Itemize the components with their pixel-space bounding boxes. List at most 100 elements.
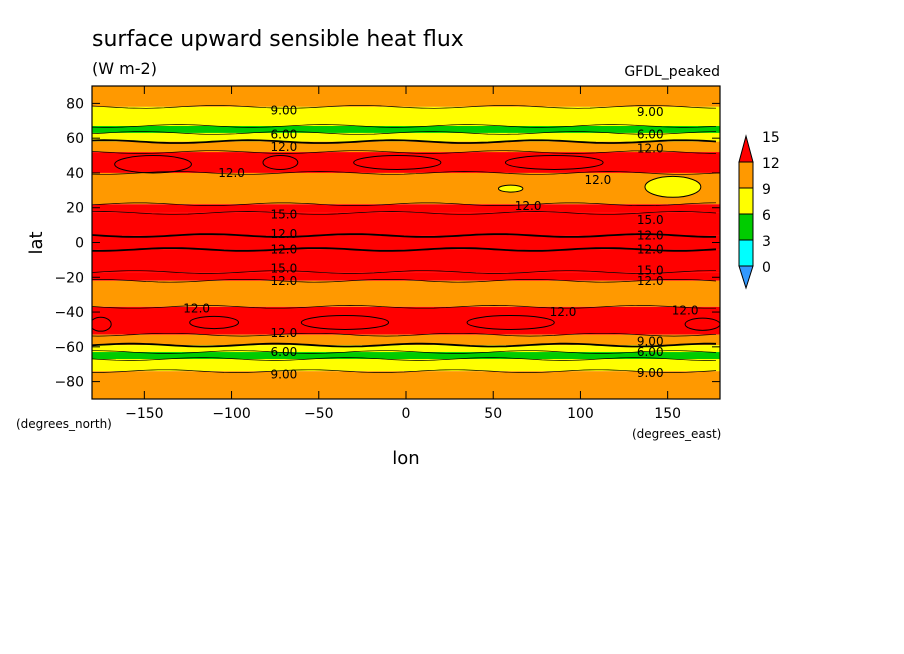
lat-band-17 [92, 359, 720, 372]
blob-3 [504, 155, 604, 170]
contour-line-15 [92, 342, 717, 348]
lat-band-6 [92, 172, 720, 205]
y-tick-label: 60 [66, 131, 84, 147]
y-units-label: (degrees_north) [16, 417, 112, 431]
contour-line-11 [92, 270, 716, 274]
blob-2 [353, 155, 442, 170]
lat-bands [92, 86, 720, 399]
contour-label-14: 12.0 [637, 242, 664, 256]
contour-label-13: 12.0 [271, 242, 298, 256]
colorbar-segment [738, 239, 754, 267]
colorbar-segment [738, 187, 754, 215]
contour-label-20: 12.0 [550, 305, 577, 319]
contour-label-6: 12.0 [218, 166, 245, 180]
colorbar-label: 15 [762, 130, 780, 146]
lat-band-16 [92, 352, 720, 360]
lat-band-0 [92, 86, 720, 107]
contour-label-19: 12.0 [183, 302, 210, 316]
colorbar-label: 9 [762, 182, 771, 198]
contour-label-10: 15.0 [637, 213, 664, 227]
colorbar-segment [738, 213, 754, 241]
contour-line-7 [92, 202, 717, 206]
x-tick-label: 50 [484, 406, 502, 422]
x-tick-label: 0 [402, 406, 411, 422]
y-tick-label: −80 [54, 375, 84, 391]
contour-label-11: 12.0 [271, 227, 298, 241]
lat-band-4 [92, 141, 720, 153]
lat-band-10 [92, 249, 720, 273]
contour-label-23: 9.00 [637, 335, 664, 349]
field-blobs [92, 155, 720, 332]
contour-label-9: 15.0 [271, 208, 298, 222]
contour-line-12 [92, 279, 717, 283]
lat-band-9 [92, 235, 720, 250]
blob-0 [114, 155, 192, 174]
contour-label-5: 12.0 [637, 142, 664, 156]
contour-line-1 [92, 105, 717, 109]
contour-label-3: 6.00 [637, 128, 664, 142]
blob-9 [466, 315, 555, 330]
contour-label-4: 12.0 [271, 140, 298, 154]
y-tick-label: 80 [66, 96, 84, 112]
y-tick-label: 40 [66, 166, 84, 182]
colorbar-label: 3 [762, 234, 771, 250]
lat-band-11 [92, 272, 720, 281]
x-tick-label: 150 [654, 406, 681, 422]
x-tick-label: −100 [212, 406, 250, 422]
y-tick-label: −60 [54, 340, 84, 356]
blob-5 [497, 184, 524, 193]
y-tick-label: 0 [75, 236, 84, 252]
contour-line-5 [92, 150, 717, 154]
blob-6 [92, 316, 112, 332]
x-tick-label: −150 [125, 406, 163, 422]
contour-label-16: 15.0 [637, 263, 664, 277]
contour-line-8 [92, 211, 717, 215]
blob-10 [684, 317, 720, 331]
contour-label-26: 9.00 [271, 368, 298, 382]
blob-7 [189, 315, 240, 330]
lat-band-7 [92, 204, 720, 213]
y-tick-label: 20 [66, 201, 84, 217]
x-axis: −150 −100 −50 0 50 100 150 [125, 86, 681, 422]
chart-subtitle: (W m-2) [92, 59, 157, 78]
y-tick-label: −40 [54, 305, 84, 321]
colorbar-label: 6 [762, 208, 771, 224]
contour-line-6 [92, 171, 717, 175]
contour-label-27: 9.00 [637, 366, 664, 380]
y-axis-label: lat [26, 231, 47, 254]
blob-1 [262, 155, 299, 170]
x-units-label: (degrees_east) [632, 427, 721, 441]
contour-label-21: 12.0 [672, 303, 699, 317]
x-axis-label: lon [392, 448, 419, 469]
colorbar-top-arrow [738, 134, 754, 163]
contour-label-1: 9.00 [637, 105, 664, 119]
contour-line-18 [92, 369, 717, 373]
contour-label-0: 9.00 [271, 103, 298, 117]
contour-line-17 [92, 357, 717, 361]
contour-line-16 [92, 350, 717, 354]
contour-label-18: 12.0 [637, 274, 664, 288]
colorbar-label: 0 [762, 260, 771, 276]
x-tick-label: −50 [304, 406, 334, 422]
contour-label-15: 15.0 [271, 262, 298, 276]
contour-label-22: 12.0 [271, 326, 298, 340]
contour-line-9 [92, 233, 716, 238]
contour-label-7: 12.0 [585, 173, 612, 187]
colorbar-segment [738, 161, 754, 189]
contour-label-24: 6.00 [271, 345, 298, 359]
contour-line-4 [92, 139, 717, 144]
contour-label-2: 6.00 [271, 128, 298, 142]
lat-band-8 [92, 212, 720, 236]
colorbar-bottom-arrow [738, 265, 754, 290]
blob-8 [300, 315, 390, 330]
lat-band-15 [92, 345, 720, 353]
contour-label-17: 12.0 [271, 274, 298, 288]
lat-band-3 [92, 132, 720, 142]
lat-band-1 [92, 106, 720, 126]
lat-band-14 [92, 334, 720, 346]
x-tick-label: 100 [567, 406, 594, 422]
contour-line-10 [92, 247, 717, 252]
